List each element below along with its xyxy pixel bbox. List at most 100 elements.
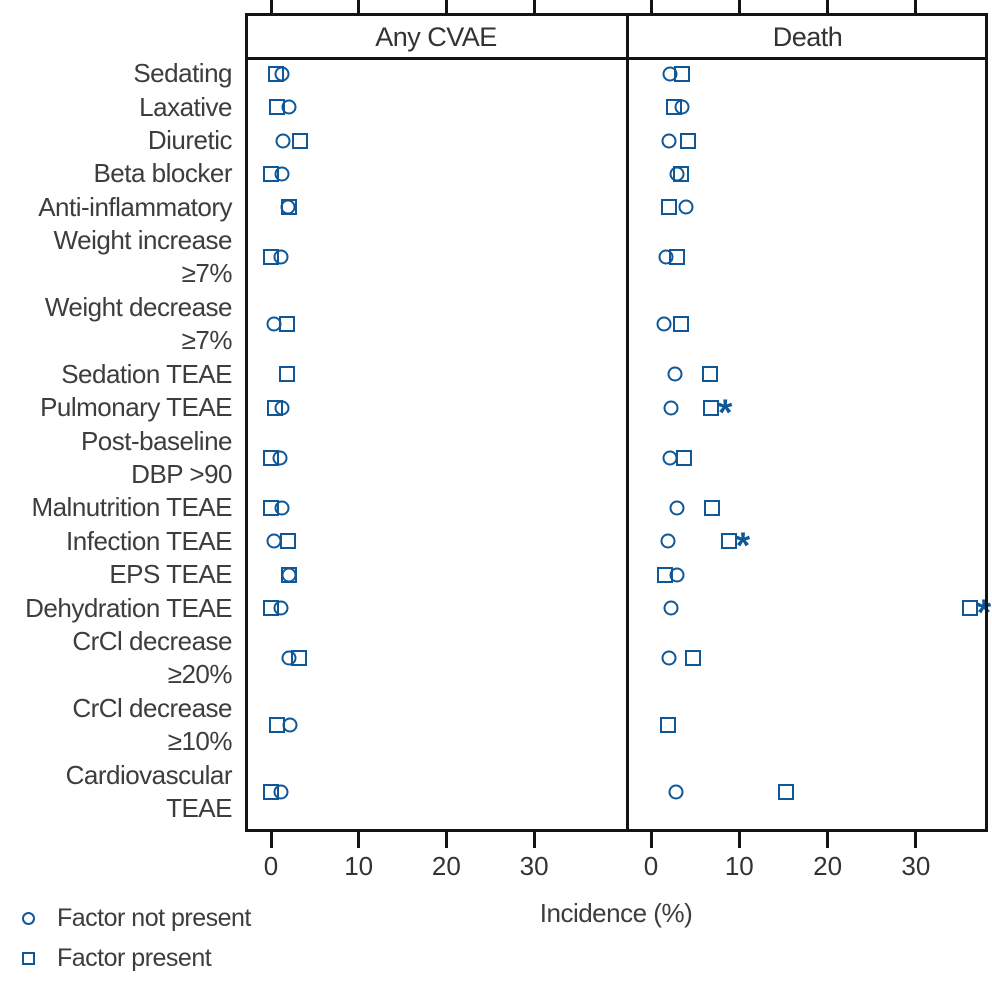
data-point-circle <box>274 66 290 82</box>
data-point-circle <box>273 249 289 265</box>
legend-item-present: Factor present <box>22 943 251 973</box>
x-axis-title: Incidence (%) <box>539 898 693 928</box>
axis-tick-label: 0 <box>263 851 279 881</box>
data-point-square <box>778 783 795 800</box>
axis-tick-top <box>826 0 830 13</box>
row-label: Malnutrition TEAE <box>31 492 232 523</box>
data-point-square <box>278 366 295 383</box>
axis-tick-bottom <box>649 832 653 848</box>
significance-asterisk: * <box>718 391 733 433</box>
data-point-circle <box>282 717 298 733</box>
data-point-circle <box>273 600 289 616</box>
data-point-circle <box>678 199 694 215</box>
row-label: Post-baseline DBP >90 <box>80 425 233 489</box>
row-label: Infection TEAE <box>66 525 232 556</box>
row-label: CrCl decrease ≥10% <box>72 693 232 756</box>
panel-header-divider <box>245 57 988 60</box>
data-point-square <box>278 316 295 333</box>
axis-tick-bottom <box>269 832 273 848</box>
axis-tick-bottom <box>357 832 361 848</box>
panel-title-death: Death <box>772 22 843 52</box>
axis-tick-top <box>649 0 653 13</box>
data-point-circle <box>669 500 685 516</box>
row-label: Pulmonary TEAE <box>40 392 232 423</box>
data-point-square <box>684 650 701 667</box>
panel-divider <box>626 13 629 832</box>
data-point-square <box>291 132 308 149</box>
axis-tick-label: 0 <box>643 851 659 881</box>
axis-tick-top <box>269 0 273 13</box>
axis-tick-label: 20 <box>431 851 461 881</box>
row-label: Beta blocker <box>93 158 232 189</box>
data-point-circle <box>667 366 683 382</box>
data-point-circle <box>658 249 674 265</box>
data-point-circle <box>274 166 290 182</box>
data-point-circle <box>281 99 297 115</box>
data-point-circle <box>663 400 679 416</box>
data-point-square <box>961 600 978 617</box>
data-point-square <box>703 399 720 416</box>
data-point-square <box>279 533 296 550</box>
axis-tick-label: 30 <box>519 851 549 881</box>
data-point-square <box>675 449 692 466</box>
data-point-square <box>703 499 720 516</box>
axis-tick-bottom <box>826 832 830 848</box>
data-point-square <box>702 366 719 383</box>
circle-icon <box>22 911 35 925</box>
legend-label: Factor present <box>57 943 212 972</box>
row-label: Dehydration TEAE <box>25 592 232 623</box>
data-point-circle <box>669 567 685 583</box>
row-label: Diuretic <box>147 125 233 155</box>
data-point-circle <box>280 199 296 215</box>
data-point-circle <box>660 533 676 549</box>
axis-tick-top <box>532 0 536 13</box>
row-label: Cardiovascular TEAE <box>65 759 233 823</box>
data-point-circle <box>266 533 282 549</box>
row-label: Sedating <box>133 58 232 89</box>
data-point-circle <box>266 316 282 332</box>
data-point-circle <box>275 133 291 148</box>
axis-tick-top <box>357 0 361 13</box>
significance-asterisk: * <box>735 525 751 567</box>
row-label: Anti-inflammatory <box>38 191 232 222</box>
row-label: Weight decrease ≥7% <box>44 292 233 356</box>
axis-tick-label: 10 <box>344 851 374 881</box>
data-point-circle <box>274 500 290 516</box>
data-point-circle <box>274 400 290 416</box>
data-point-circle <box>662 450 678 466</box>
row-label: EPS TEAE <box>109 559 232 590</box>
axis-tick-top <box>737 0 741 13</box>
data-point-circle <box>281 650 297 666</box>
data-point-circle <box>663 600 679 616</box>
legend-item-not-present: Factor not present <box>22 903 251 933</box>
plot-border <box>245 13 988 832</box>
axis-tick-bottom <box>532 832 536 848</box>
data-point-circle <box>661 650 677 666</box>
axis-tick-label: 30 <box>901 851 931 881</box>
square-icon <box>22 951 35 965</box>
data-point-circle <box>272 450 288 466</box>
axis-tick-bottom <box>737 832 741 848</box>
data-point-circle <box>669 166 685 182</box>
axis-tick-label: 10 <box>724 851 754 881</box>
data-point-square <box>659 717 676 733</box>
data-point-square <box>673 316 690 333</box>
row-label: Laxative <box>139 91 232 122</box>
data-point-circle <box>273 784 289 800</box>
data-point-circle <box>281 567 297 583</box>
data-point-circle <box>674 99 690 115</box>
significance-asterisk: * <box>976 592 992 634</box>
row-label: CrCl decrease ≥20% <box>72 626 232 690</box>
data-point-square <box>660 199 677 216</box>
row-label: Sedation TEAE <box>61 358 232 389</box>
data-point-circle <box>668 784 684 800</box>
data-point-circle <box>656 316 672 332</box>
legend-label: Factor not present <box>57 903 251 932</box>
legend: Factor not present Factor present <box>22 903 251 983</box>
row-label: Weight increase ≥7% <box>53 225 233 289</box>
axis-tick-bottom <box>914 832 918 848</box>
data-point-square <box>680 132 697 149</box>
axis-tick-bottom <box>444 832 448 848</box>
axis-tick-label: 20 <box>813 851 843 881</box>
